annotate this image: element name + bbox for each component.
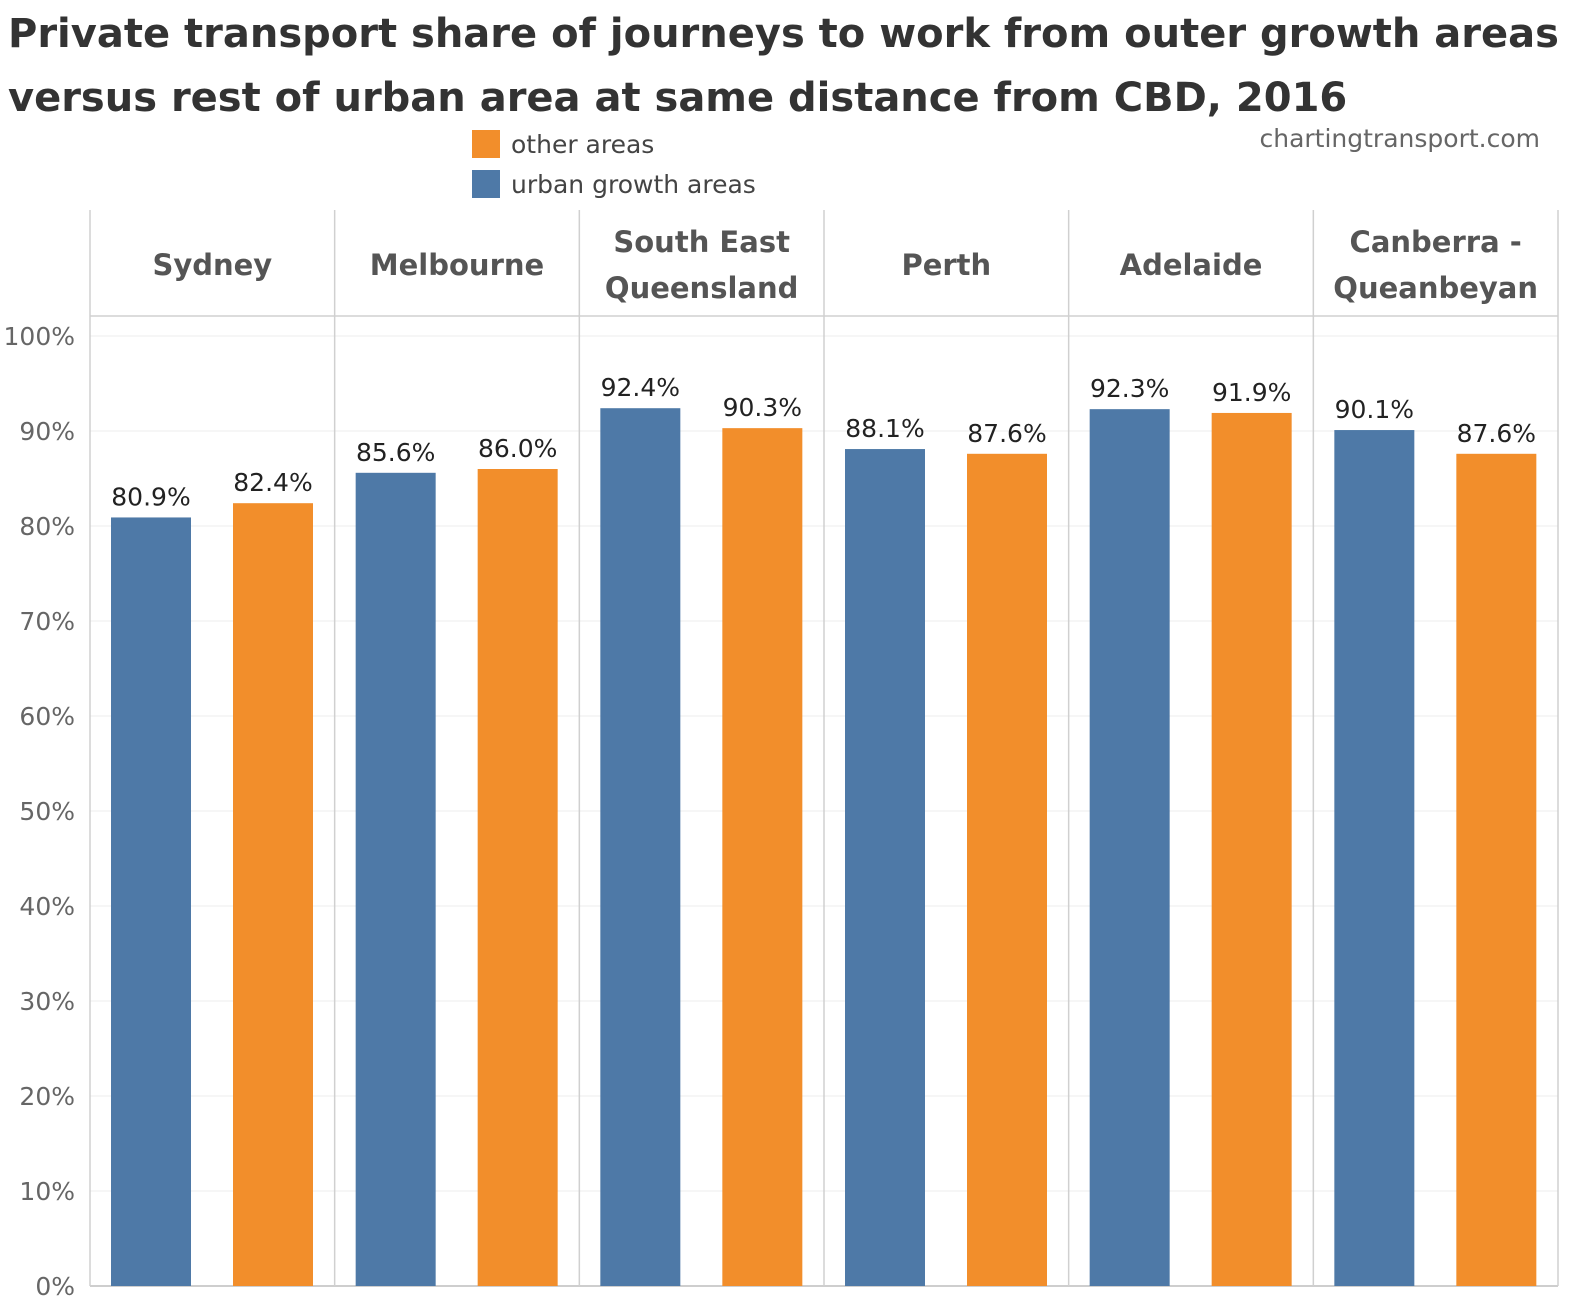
- chart-title-line-2: versus rest of urban area at same distan…: [8, 75, 1348, 121]
- data-label: 82.4%: [233, 468, 312, 497]
- y-tick-label: 0%: [35, 1272, 75, 1296]
- bar-urban-growth-3: [845, 449, 925, 1286]
- data-label: 92.4%: [601, 373, 680, 402]
- category-header: Canberra -: [1350, 225, 1522, 259]
- data-label: 87.6%: [967, 419, 1046, 448]
- legend-item-urban-growth-areas[interactable]: urban growth areas: [472, 169, 756, 199]
- data-label: 85.6%: [356, 438, 435, 467]
- data-label: 92.3%: [1090, 374, 1169, 403]
- y-tick-label: 60%: [19, 702, 75, 731]
- y-tick-label: 30%: [19, 987, 75, 1016]
- category-header: South East: [613, 225, 790, 259]
- data-label: 88.1%: [845, 414, 924, 443]
- chart-title: Private transport share of journeys to w…: [8, 2, 1559, 130]
- chart-title-line-1: Private transport share of journeys to w…: [8, 11, 1559, 57]
- bar-urban-growth-0: [111, 517, 191, 1286]
- category-header: Adelaide: [1120, 248, 1263, 282]
- legend-item-other-areas[interactable]: other areas: [472, 129, 654, 159]
- legend-swatch-urban-growth-areas: [472, 170, 500, 198]
- data-label: 90.3%: [723, 393, 802, 422]
- y-tick-label: 20%: [19, 1082, 75, 1111]
- bar-urban-growth-5: [1334, 430, 1415, 1286]
- bar-urban-growth-1: [355, 472, 436, 1286]
- bar-other-1: [477, 469, 558, 1286]
- bar-urban-growth-4: [1089, 409, 1170, 1286]
- y-tick-label: 70%: [19, 607, 75, 636]
- legend-label-other-areas: other areas: [511, 129, 655, 159]
- legend-label-urban-growth-areas: urban growth areas: [511, 169, 756, 199]
- category-header: Melbourne: [370, 248, 544, 282]
- y-tick-label: 50%: [19, 797, 75, 826]
- bar-other-0: [233, 503, 313, 1286]
- category-header: Sydney: [152, 248, 272, 282]
- source-credit: chartingtransport.com: [1259, 124, 1540, 153]
- data-label: 90.1%: [1335, 395, 1414, 424]
- data-label: 86.0%: [478, 434, 557, 463]
- data-label: 91.9%: [1212, 378, 1291, 407]
- y-tick-label: 40%: [19, 892, 75, 921]
- bar-other-3: [967, 453, 1047, 1286]
- legend-swatch-other-areas: [472, 130, 500, 158]
- bar-other-2: [722, 428, 803, 1286]
- bar-urban-growth-2: [600, 408, 681, 1286]
- bar-other-5: [1456, 453, 1537, 1286]
- y-tick-label: 100%: [4, 322, 75, 351]
- data-label: 87.6%: [1457, 419, 1536, 448]
- y-tick-label: 10%: [19, 1177, 75, 1206]
- bar-other-4: [1211, 412, 1292, 1286]
- y-tick-label: 80%: [19, 512, 75, 541]
- data-label: 80.9%: [111, 482, 190, 511]
- y-tick-label: 90%: [19, 417, 75, 446]
- category-header: Perth: [901, 248, 991, 282]
- category-header: Queensland: [605, 271, 798, 305]
- category-header: Queanbeyan: [1333, 271, 1538, 305]
